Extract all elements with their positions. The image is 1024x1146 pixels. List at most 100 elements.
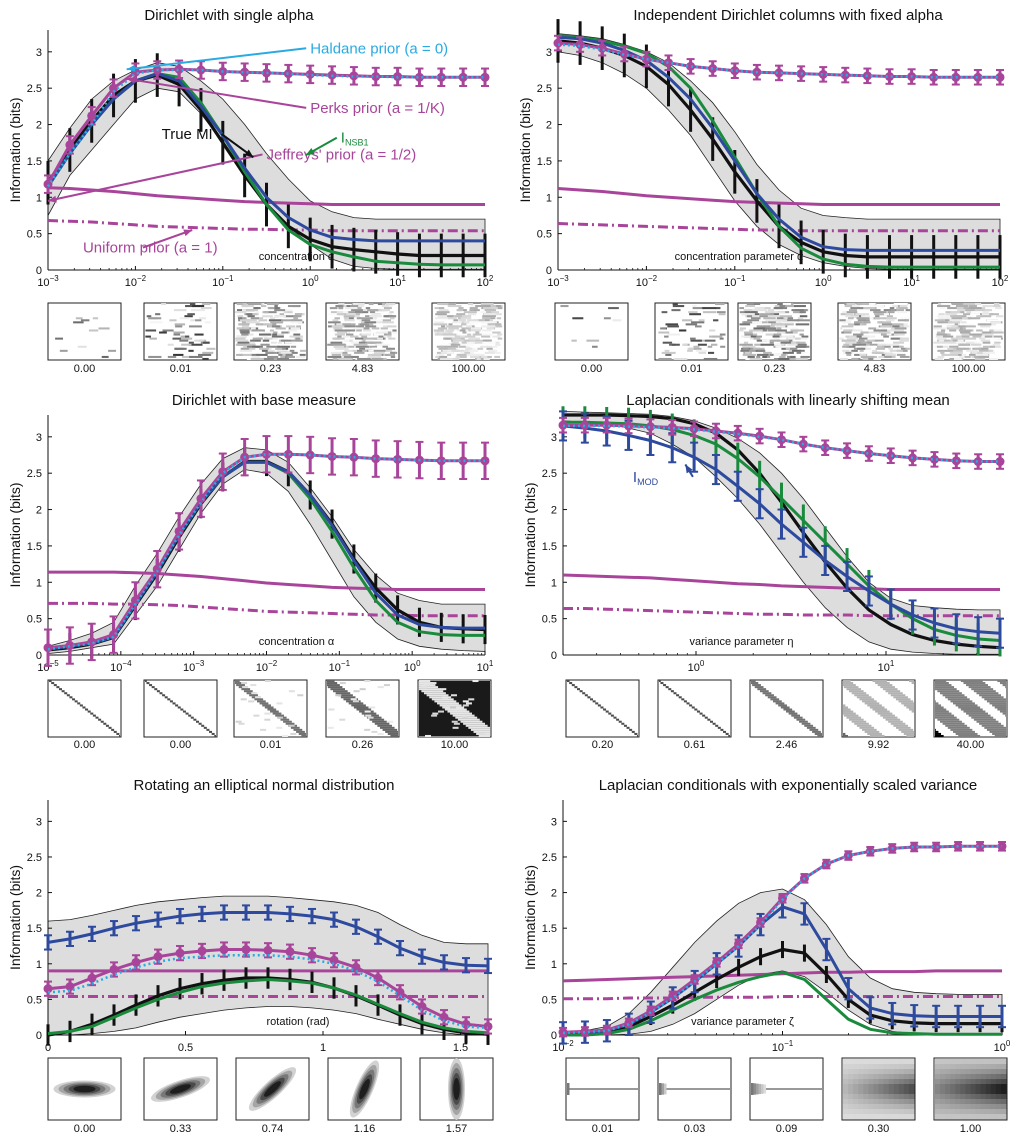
marker-perks <box>553 38 563 48</box>
thumb-cell <box>286 351 298 354</box>
thumb-cell <box>492 335 501 338</box>
thumb-cell <box>787 337 796 340</box>
thumb-cell <box>893 323 905 326</box>
thumb-cell <box>266 303 279 306</box>
thumb-cell <box>846 311 858 314</box>
thumb-cell <box>682 343 688 346</box>
annotation-arrowhead <box>305 147 315 156</box>
thumb-cell <box>856 724 872 727</box>
thumb-cell <box>353 327 364 330</box>
thumb-cell <box>236 684 245 687</box>
thumb-cell <box>940 1059 946 1065</box>
thumb-cell <box>999 710 1006 713</box>
thumb-cell <box>972 335 982 338</box>
thumb-cell <box>739 327 746 330</box>
thumb-cell <box>873 1084 879 1090</box>
thumb-cell <box>250 357 264 360</box>
thumb-cell <box>274 309 286 312</box>
thumb-cell <box>364 710 371 713</box>
marker-perks <box>305 69 315 79</box>
thumb-cell <box>359 323 370 326</box>
thumb-cell <box>357 357 371 360</box>
thumb-cell <box>366 331 377 334</box>
thumb-cell <box>489 319 499 322</box>
thumb-cell <box>780 321 795 324</box>
thumb-cell <box>863 1079 869 1085</box>
panel-1: Dirichlet with single alpha00.511.522.53… <box>7 7 506 375</box>
thumb-cell <box>659 680 661 683</box>
thumb-cell <box>935 700 936 703</box>
thumb-cell <box>336 313 345 316</box>
thumb-cell <box>852 343 867 346</box>
thumb-cell <box>973 690 996 693</box>
thumb-cell <box>903 1079 910 1085</box>
thumb-cell <box>975 1064 982 1070</box>
thumbnail-label: 0.01 <box>170 363 191 375</box>
thumb-cell <box>447 353 452 356</box>
thumb-cell <box>352 349 357 352</box>
thumb-cell <box>98 718 102 721</box>
x-tick-label: 10−1 <box>724 274 746 289</box>
thumb-cell <box>371 327 379 330</box>
thumb-cell <box>948 319 962 322</box>
thumb-cell <box>893 1084 900 1090</box>
thumb-cell <box>236 309 247 312</box>
thumb-cell <box>970 1094 977 1100</box>
thumb-cell <box>367 355 382 358</box>
thumbnail: 0.09 <box>749 1057 824 1135</box>
thumb-cell <box>758 1083 761 1095</box>
marker-perks <box>109 83 119 93</box>
thumbnail: 1.00 <box>933 1057 1008 1135</box>
thumb-cell <box>195 720 199 723</box>
thumb-cell <box>985 1069 992 1075</box>
thumb-cell <box>950 1074 956 1080</box>
thumb-cell <box>898 1094 905 1100</box>
thumb-cell <box>888 1079 895 1085</box>
thumb-cell <box>328 321 341 324</box>
thumb-cell <box>103 722 107 725</box>
thumb-cell <box>751 682 759 685</box>
thumb-cell <box>739 307 747 310</box>
thumb-cell <box>367 341 381 344</box>
thumb-cell <box>492 345 498 348</box>
thumb-cell <box>862 700 877 703</box>
thumb-cell <box>717 726 721 729</box>
thumb-cell <box>269 357 280 360</box>
thumb-cell <box>715 307 721 310</box>
thumb-cell <box>892 345 902 348</box>
thumb-cell <box>982 333 994 336</box>
marker-perks <box>219 945 229 955</box>
thumb-cell <box>367 353 382 356</box>
thumb-cell <box>282 309 293 312</box>
thumb-cell <box>843 1064 849 1070</box>
x-tick-label: 10−1 <box>772 1039 794 1054</box>
thumb-cell <box>363 337 378 340</box>
thumb-cell <box>192 305 205 308</box>
panel-2: Independent Dirichlet columns with fixed… <box>517 7 1009 375</box>
thumb-cell <box>327 680 335 683</box>
thumb-cell <box>485 309 496 312</box>
thumb-cell <box>356 349 363 352</box>
thumb-cell <box>936 315 950 318</box>
thumb-cell <box>164 696 168 699</box>
thumb-cell <box>970 1064 977 1070</box>
thumb-cell <box>445 337 453 340</box>
thumb-cell <box>935 1114 941 1120</box>
thumb-cell <box>762 355 767 358</box>
thumb-cell <box>994 734 1006 737</box>
marker-perks <box>821 859 831 869</box>
thumb-cell <box>280 355 285 358</box>
marker-perks <box>774 68 784 78</box>
thumb-cell <box>857 347 866 350</box>
thumb-cell <box>940 1089 946 1095</box>
thumb-cell <box>689 313 702 316</box>
thumb-cell <box>483 313 496 316</box>
x-tick-label: 10−2 <box>125 274 147 289</box>
thumb-cell <box>843 1074 849 1080</box>
thumb-cell <box>444 708 467 711</box>
thumb-cell <box>991 305 1001 308</box>
thumb-cell <box>843 331 852 334</box>
thumb-cell <box>756 339 768 342</box>
y-tick-label: 0 <box>546 265 552 277</box>
thumb-cell <box>753 337 761 340</box>
